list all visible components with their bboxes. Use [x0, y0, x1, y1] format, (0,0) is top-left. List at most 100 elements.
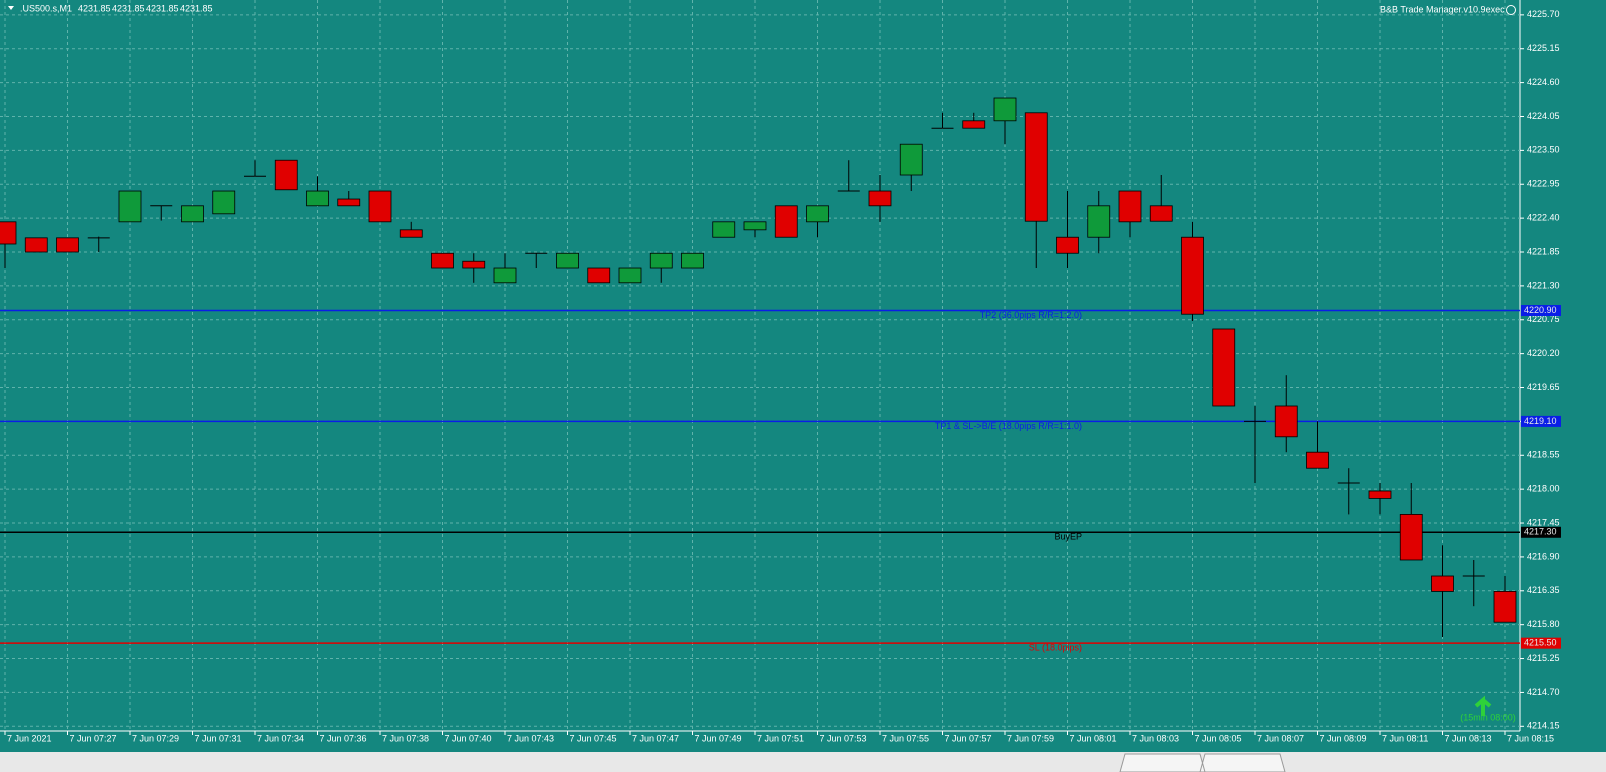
candle-body: [24, 237, 48, 253]
quote-value: 4231.85: [146, 3, 179, 13]
y-tick-label: 4221.85: [1527, 246, 1560, 256]
y-tick-label: 4221.30: [1527, 280, 1560, 290]
candle-body: [368, 190, 392, 223]
candle-body: [1087, 205, 1111, 238]
y-tick-label: 4214.70: [1527, 687, 1560, 697]
candle-body: [1118, 190, 1142, 223]
y-tick-label: 4216.90: [1527, 551, 1560, 561]
level-tag-label: 4220.90: [1524, 305, 1557, 315]
candle-body: [462, 260, 486, 269]
indicator-name: B&B Trade Manager.v10.9exec: [1380, 4, 1505, 14]
level-tag: [1521, 637, 1561, 649]
y-tick-label: 4214.15: [1527, 721, 1560, 731]
candle-body: [681, 252, 704, 269]
quote-value: 4231.85: [78, 3, 111, 13]
candle-body: [0, 221, 17, 245]
y-tick-label: 4225.70: [1527, 9, 1560, 19]
candle-body: [274, 159, 298, 191]
x-tick-label: 7 Jun 07:43: [507, 733, 554, 743]
x-tick-label: 7 Jun 07:45: [570, 733, 617, 743]
candle-body: [743, 221, 767, 231]
level-tag-label: 4217.30: [1524, 527, 1557, 537]
y-tick-label: 4222.40: [1527, 213, 1560, 223]
x-tick-label: 7 Jun 07:53: [820, 733, 867, 743]
x-tick-label: 7 Jun 08:07: [1257, 733, 1304, 743]
candle-body: [1368, 490, 1392, 499]
y-tick-label: 4224.05: [1527, 111, 1560, 121]
y-tick-label: 4218.55: [1527, 450, 1560, 460]
candle-body: [649, 252, 673, 269]
candle-body: [181, 205, 204, 223]
candle-body: [806, 205, 829, 223]
y-tick-label: 4215.25: [1527, 653, 1560, 663]
level-tag: [1521, 305, 1561, 317]
level-tag-label: 4215.50: [1524, 638, 1557, 648]
candle-body: [306, 190, 329, 207]
x-tick-label: 7 Jun 07:47: [632, 733, 679, 743]
candle-body: [56, 237, 79, 253]
y-tick-label: 4220.75: [1527, 314, 1560, 324]
x-tick-label: 7 Jun 07:49: [695, 733, 742, 743]
tabs: [1119, 753, 1286, 772]
candle-body: [1306, 451, 1329, 469]
candle-body: [993, 97, 1017, 122]
candle-body: [774, 205, 798, 238]
candle-body: [618, 267, 642, 284]
level-label: TP2 (36.0pips R/R=1:2.0): [980, 310, 1082, 320]
y-tick-label: 4218.00: [1527, 484, 1560, 494]
y-tick-label: 4215.80: [1527, 619, 1560, 629]
candle-body: [899, 143, 923, 176]
candle-body: [556, 252, 579, 269]
candle-body: [1399, 514, 1423, 561]
y-tick-label: 4225.15: [1527, 43, 1560, 53]
candle-body: [587, 267, 611, 284]
candle-body: [1024, 112, 1048, 222]
x-tick-label: 7 Jun 08:15: [1507, 733, 1554, 743]
candle-body: [1431, 575, 1454, 592]
x-tick-label: 7 Jun 07:36: [320, 733, 367, 743]
level-tag-label: 4219.10: [1524, 416, 1557, 426]
candle-body: [1212, 328, 1236, 407]
x-tick-label: 7 Jun 07:27: [70, 733, 117, 743]
level-label: BuyEP: [1054, 532, 1082, 542]
candle-body: [1274, 405, 1298, 438]
menu-triangle: [8, 6, 14, 10]
candle-body: [962, 120, 986, 129]
buy-arrow: [1474, 695, 1492, 716]
x-tick-label: 7 Jun 07:55: [882, 733, 929, 743]
candle-body: [337, 198, 361, 207]
y-tick-label: 4223.50: [1527, 145, 1560, 155]
candle-body: [1493, 591, 1517, 623]
y-tick-label: 4222.95: [1527, 179, 1560, 189]
y-tick-label: 4220.20: [1527, 348, 1560, 358]
candle-body: [431, 252, 454, 269]
x-tick-label: 7 Jun 07:38: [382, 733, 429, 743]
candle-body: [1056, 236, 1079, 254]
level-tag: [1521, 526, 1561, 538]
candle-body: [493, 267, 517, 284]
candle-body: [118, 190, 142, 223]
quote-value: 4231.85: [180, 3, 213, 13]
candle-body: [868, 190, 892, 207]
smiley: [1506, 5, 1516, 15]
level-label: SL (18.0pips): [1029, 643, 1082, 653]
y-tick-label: 4224.60: [1527, 77, 1560, 87]
quote-value: 4231.85: [112, 3, 145, 13]
x-tick-label: 7 Jun 07:51: [757, 733, 804, 743]
x-tick-label: 7 Jun 07:34: [257, 733, 304, 743]
x-tick-label: 7 Jun 08:13: [1445, 733, 1492, 743]
candle-body: [212, 190, 236, 215]
arrow-annotation: (15min 08:00): [1460, 712, 1516, 722]
candle-body: [399, 229, 423, 238]
x-tick-label: 7 Jun 08:01: [1070, 733, 1117, 743]
x-tick-label: 7 Jun 08:09: [1320, 733, 1367, 743]
candle-body: [1149, 205, 1173, 222]
x-tick-label: 7 Jun 2021: [7, 733, 52, 743]
candle-body: [1181, 236, 1204, 315]
candle-body: [712, 221, 736, 238]
marks: TP2 (36.0pips R/R=1:2.0) TP1 & SL->B/E (1…: [0, 97, 1520, 653]
x-tick-label: 7 Jun 07:29: [132, 733, 179, 743]
tab-strip: [0, 752, 1606, 772]
